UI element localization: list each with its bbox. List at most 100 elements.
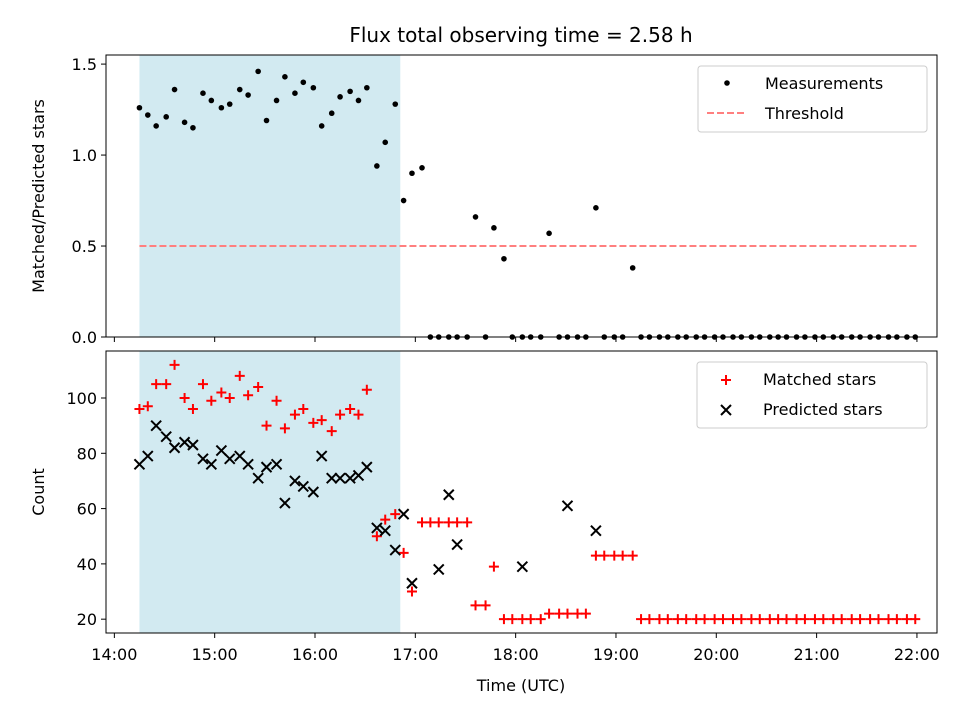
measurement-point xyxy=(273,97,280,104)
predicted-star-point xyxy=(326,472,338,484)
matched-star-point xyxy=(736,614,747,625)
matched-star-point xyxy=(406,586,417,597)
predicted-star-point xyxy=(297,480,310,493)
chart-title: Flux total observing time = 2.58 h xyxy=(349,23,692,47)
measurement-point xyxy=(145,112,151,118)
matched-star-point xyxy=(462,517,473,528)
matched-star-point xyxy=(609,550,620,561)
measurement-point xyxy=(400,197,407,204)
matched-star-point xyxy=(699,614,710,625)
predicted-star-point xyxy=(389,544,401,556)
matched-star-point xyxy=(865,614,876,625)
observing-window-shade xyxy=(139,351,401,633)
predicted-star-point xyxy=(242,458,254,471)
predicted-star-point xyxy=(289,475,301,487)
matched-star-point xyxy=(754,614,765,625)
matched-star-point xyxy=(224,393,235,403)
matched-star-point xyxy=(572,608,583,619)
measurement-point xyxy=(328,110,335,117)
matched-star-point xyxy=(452,517,463,528)
predicted-star-point xyxy=(516,560,529,573)
predicted-star-point xyxy=(590,524,602,537)
matched-star-point xyxy=(562,608,573,619)
measurement-point xyxy=(355,97,362,104)
matched-star-point xyxy=(142,401,153,412)
matched-star-point xyxy=(390,509,401,520)
matched-star-point xyxy=(480,600,491,611)
matched-star-point xyxy=(335,409,346,420)
predicted-star-point xyxy=(371,522,383,534)
matched-star-point xyxy=(488,561,499,572)
matched-star-point xyxy=(179,393,190,403)
matched-star-point xyxy=(243,390,254,401)
matched-star-point xyxy=(345,404,356,415)
predicted-star-point xyxy=(205,458,218,471)
matched-star-point xyxy=(353,409,364,420)
predicted-star-point xyxy=(433,563,445,576)
matched-star-point xyxy=(846,614,857,625)
predicted-star-point xyxy=(150,419,162,432)
predicted-star-point xyxy=(168,442,181,454)
x-tick-label: 20:00 xyxy=(693,645,739,664)
measurement-point xyxy=(318,123,325,129)
matched-star-point xyxy=(883,614,894,625)
predicted-star-point xyxy=(160,430,172,443)
x-tick-label: 17:00 xyxy=(392,645,438,664)
measurement-point xyxy=(382,139,389,146)
measurement-point xyxy=(472,214,479,220)
matched-star-point xyxy=(728,614,739,625)
matched-star-point xyxy=(836,614,847,625)
legend-marker-matched xyxy=(721,375,731,385)
measurement-point xyxy=(171,86,178,93)
predicted-star-point xyxy=(561,500,574,512)
matched-star-point xyxy=(261,420,272,431)
y-tick-label: 0.0 xyxy=(72,328,97,347)
matched-star-point xyxy=(544,608,555,619)
y-tick-label: 1.0 xyxy=(72,146,97,165)
bottom-panel: 20 40 60 80 100 Count 14:00 15:00 16:00 17:00 18:0… xyxy=(29,350,940,664)
legend-label-matched: Matched stars xyxy=(763,370,876,389)
matched-star-point xyxy=(206,395,217,406)
x-tick-label: 19:00 xyxy=(593,645,639,664)
matched-star-point xyxy=(398,547,409,558)
matched-star-point xyxy=(470,600,481,611)
observing-window-shade xyxy=(139,55,401,337)
measurement-point xyxy=(163,114,169,120)
matched-star-point xyxy=(197,379,208,390)
measurement-point xyxy=(181,119,188,126)
y-tick-label: 60 xyxy=(77,500,97,519)
predicted-star-point xyxy=(344,472,356,484)
matched-star-point xyxy=(627,550,638,561)
predicted-star-point xyxy=(187,439,199,451)
top-panel: 0.0 0.5 1.0 1.5 Matched/Predicted stars Measu… xyxy=(29,54,938,347)
matched-star-point xyxy=(828,614,839,625)
measurement-point xyxy=(153,123,159,129)
measurement-point xyxy=(136,104,143,111)
y-tick-label: 0.5 xyxy=(72,237,97,256)
matched-star-point xyxy=(855,614,866,625)
matched-star-point xyxy=(791,614,802,625)
matched-star-point xyxy=(161,379,172,390)
matched-star-point xyxy=(507,614,518,625)
matched-star-point xyxy=(151,379,162,390)
matched-star-point xyxy=(298,404,309,415)
matched-star-point xyxy=(709,614,720,625)
predicted-star-point xyxy=(252,472,264,484)
matched-star-point xyxy=(662,614,673,625)
matched-star-point xyxy=(554,608,565,619)
matched-star-point xyxy=(818,614,829,625)
matched-star-point xyxy=(773,614,784,625)
predicted-star-point xyxy=(307,486,320,498)
matched-star-point xyxy=(316,415,327,426)
matched-star-point xyxy=(681,614,692,625)
predicted-star-point xyxy=(397,508,410,520)
measurement-point xyxy=(419,165,425,171)
legend-label-measurements: Measurements xyxy=(765,74,883,93)
x-tick-label: 22:00 xyxy=(894,645,940,664)
x-tick-label: 18:00 xyxy=(493,645,539,664)
measurement-point xyxy=(245,92,251,98)
measurement-point xyxy=(282,74,288,80)
predicted-star-point xyxy=(142,450,154,462)
measurement-point xyxy=(374,163,380,169)
matched-star-point xyxy=(361,384,372,395)
